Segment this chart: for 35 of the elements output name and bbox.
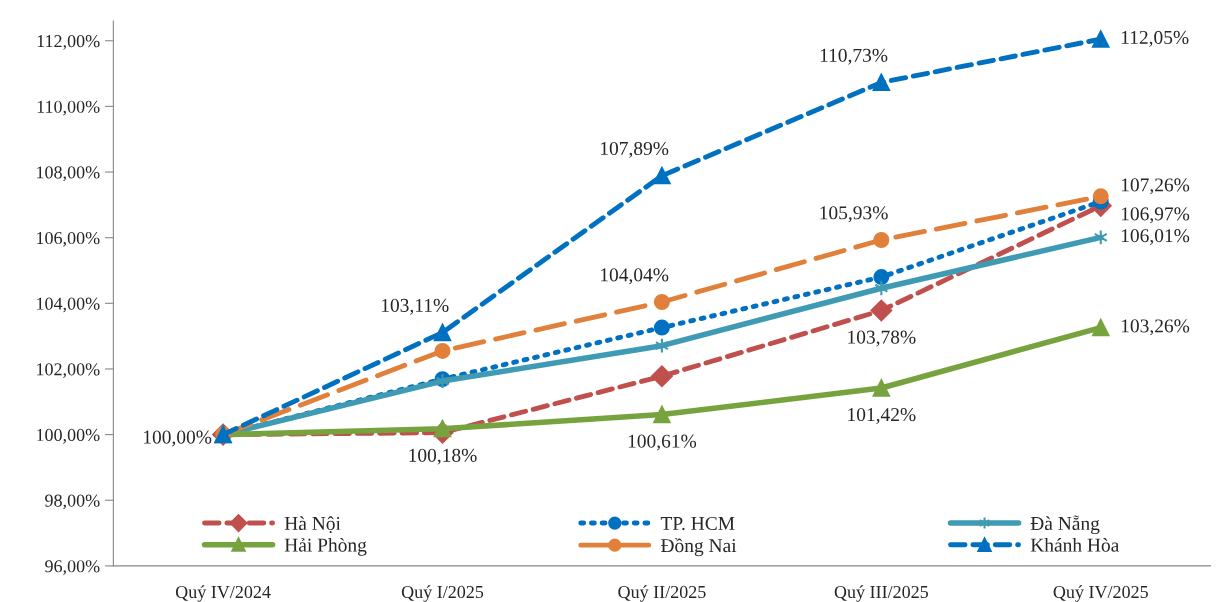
data-label: 107,89% <box>601 141 669 158</box>
y-tick-label: 112,00% <box>37 35 100 50</box>
y-tick-label: 110,00% <box>37 100 100 116</box>
data-label: 107,26% <box>1121 178 1190 195</box>
data-label: 104,04% <box>601 268 669 285</box>
x-tick-label: Quý IV/2025 <box>1053 585 1148 602</box>
legend-label: Hà Nội <box>284 516 341 534</box>
y-tick-label: 100,00% <box>37 428 100 444</box>
data-label: 112,05% <box>1121 30 1189 47</box>
data-label: 103,78% <box>848 330 916 347</box>
data-label: 103,26% <box>1121 319 1190 336</box>
legend-label: Đà Nẵng <box>1030 515 1100 535</box>
y-tick-label: 108,00% <box>37 166 100 182</box>
y-tick-label: 96,00% <box>45 560 100 575</box>
y-tick-label: 98,00% <box>45 494 100 510</box>
legend-label: Hải Phòng <box>284 537 367 556</box>
data-label: 100,18% <box>409 448 477 465</box>
legend-label: TP. HCM <box>660 516 735 531</box>
data-label: 100,61% <box>628 434 697 451</box>
y-tick-label: 102,00% <box>37 363 100 378</box>
y-tick-label: 106,00% <box>37 231 100 247</box>
y-tick-label: 104,00% <box>37 297 100 313</box>
x-tick-label: Quý III/2025 <box>834 585 929 602</box>
data-label: 100,00% <box>144 430 212 447</box>
data-label: 110,73% <box>820 48 888 65</box>
data-label: 105,93% <box>820 206 888 223</box>
legend-label: Khánh Hòa <box>1030 538 1120 552</box>
x-tick-label: Quý II/2025 <box>618 585 706 602</box>
data-label: 101,42% <box>848 408 916 424</box>
x-tick-label: Quý I/2025 <box>401 585 484 602</box>
data-label: 103,11% <box>381 298 449 315</box>
data-label: 106,97% <box>1121 207 1190 224</box>
legend-label: Đồng Nai <box>660 537 737 557</box>
x-tick-label: Quý IV/2024 <box>175 585 271 602</box>
data-label: 106,01% <box>1121 229 1190 246</box>
